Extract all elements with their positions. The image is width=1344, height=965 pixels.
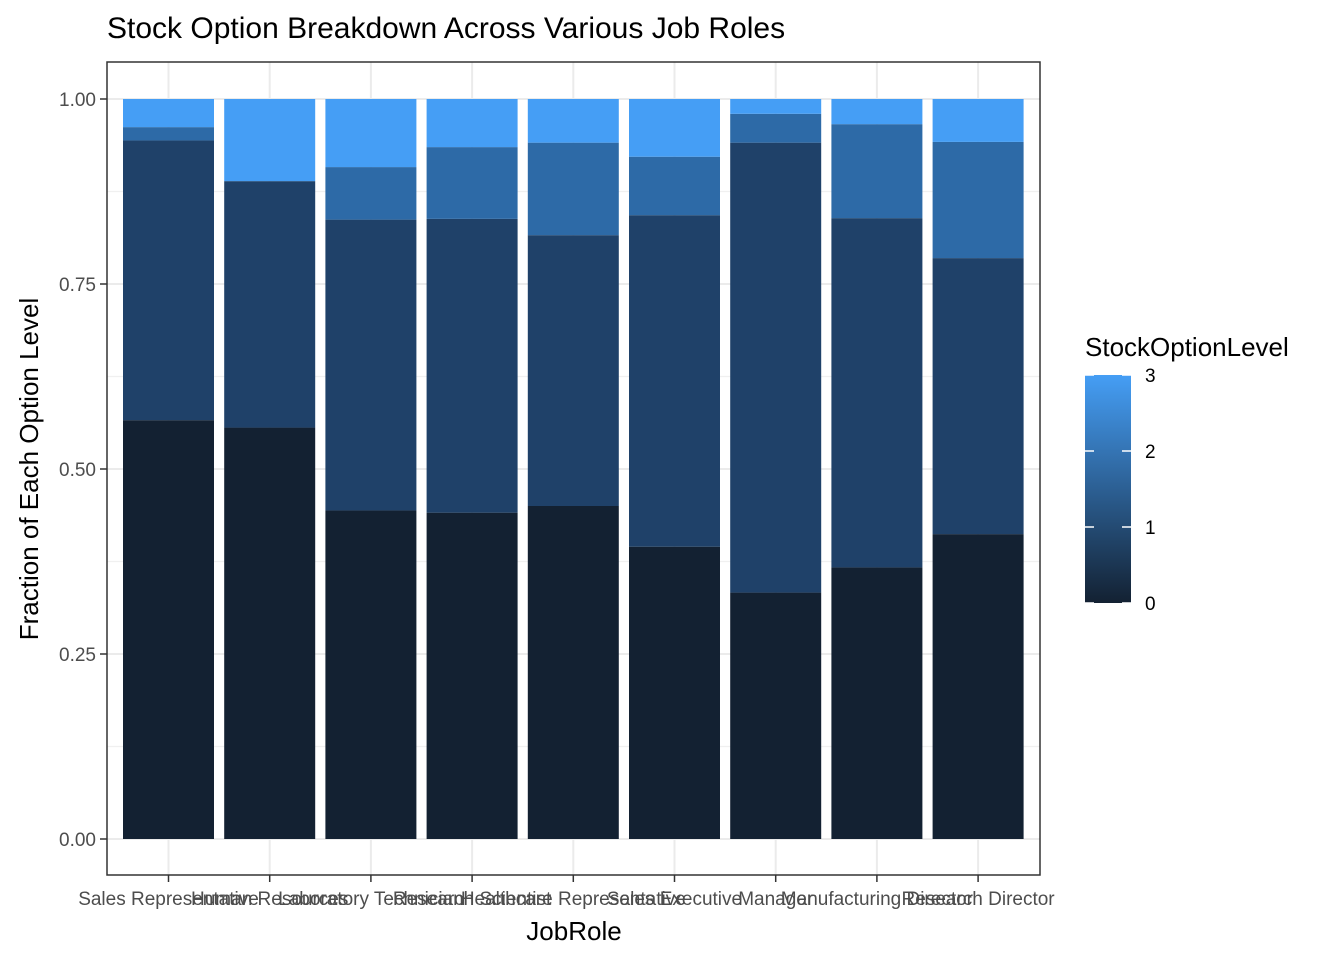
x-tick-label: Healthcare Representative — [461, 889, 686, 910]
x-tick-label: Sales Representative — [78, 889, 259, 910]
bar-segment — [224, 427, 316, 839]
legend-label: 1 — [1145, 518, 1156, 539]
x-tick-label: Sales Executive — [607, 889, 742, 910]
bar-segment — [123, 99, 214, 128]
bar-segment — [123, 127, 214, 141]
bar-segment — [527, 142, 619, 236]
y-tick-label: 0.75 — [59, 275, 96, 296]
legend: StockOptionLevel 0 1 2 3 — [1085, 332, 1289, 615]
y-tick-label: 0.00 — [59, 830, 96, 851]
bar-segment — [831, 99, 923, 125]
bar-segment — [325, 167, 417, 220]
x-tick-label: Research Scientist — [393, 889, 552, 910]
x-tick-label: Manager — [738, 889, 814, 910]
bar-segment — [426, 218, 518, 513]
bar-segment — [224, 99, 316, 182]
y-axis-title: Fraction of Each Option Level — [14, 298, 44, 641]
bar-segment — [426, 512, 518, 839]
bar-segment — [932, 258, 1024, 535]
bar-segment — [325, 219, 417, 511]
x-tick-label: Manufacturing Director — [781, 889, 974, 910]
bar-segment — [831, 218, 923, 568]
bar-segment — [730, 592, 822, 839]
bar-segment — [932, 534, 1024, 839]
bar-segment — [831, 124, 923, 219]
y-tick-label: 0.25 — [59, 645, 96, 666]
bar-segment — [224, 181, 316, 428]
bar-segment — [730, 99, 822, 114]
bar-segment — [629, 546, 720, 839]
bar-segment — [527, 99, 619, 143]
x-axis-title: JobRole — [526, 916, 621, 946]
legend-title: StockOptionLevel — [1085, 332, 1289, 362]
bar-segment — [527, 506, 619, 839]
bar-segment — [629, 156, 720, 216]
x-tick-label: Laboratory Technician — [278, 889, 464, 910]
bar-segment — [932, 99, 1024, 142]
bar-segment — [629, 99, 720, 157]
bar-segment — [730, 142, 822, 593]
bar-segment — [426, 147, 518, 219]
legend-label: 0 — [1145, 594, 1156, 615]
plot-panel: 0.00 0.25 0.50 0.75 1.00 Sales Representative… — [59, 61, 1056, 910]
x-tick-label: Research Director — [902, 889, 1056, 910]
legend-label: 3 — [1145, 366, 1156, 387]
bar-segment — [325, 99, 417, 168]
legend-colorbar — [1085, 375, 1131, 603]
bar-segment — [123, 420, 214, 839]
bar-segment — [527, 235, 619, 506]
bar-segment — [831, 567, 923, 839]
x-tick-label: Human Resources — [191, 889, 348, 910]
bar-segment — [629, 215, 720, 547]
y-tick-label: 0.50 — [59, 460, 96, 481]
bar-segment — [123, 140, 214, 421]
bar-segment — [730, 113, 822, 143]
legend-label: 2 — [1145, 442, 1156, 463]
y-tick-label: 1.00 — [59, 90, 96, 111]
chart-title: Stock Option Breakdown Across Various Jo… — [107, 12, 785, 45]
bar-segment — [932, 141, 1024, 259]
bar-segment — [325, 510, 417, 839]
bar-segment — [426, 99, 518, 148]
